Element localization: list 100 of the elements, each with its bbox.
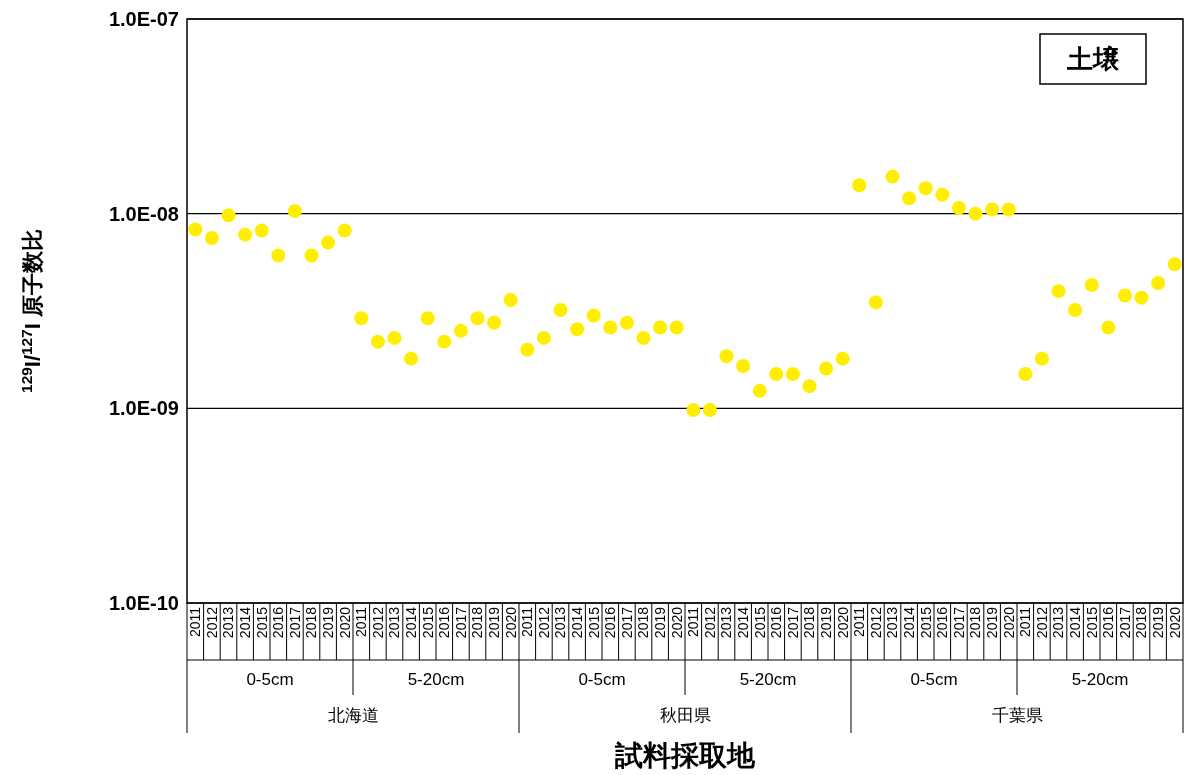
x-tick-label: 2017: [1116, 606, 1133, 639]
point: [719, 349, 734, 364]
point: [885, 169, 900, 184]
point: [1018, 367, 1033, 382]
point: [702, 403, 717, 418]
point: [404, 351, 419, 366]
point: [819, 361, 834, 376]
text: 0-5cm: [246, 669, 294, 689]
x-tick-label: 2019: [818, 606, 834, 639]
point: [536, 330, 551, 345]
x-tick-label: 2011: [519, 606, 536, 638]
text: 秋田県: [659, 706, 711, 725]
text: 0-5cm: [578, 669, 626, 689]
point: [968, 206, 983, 221]
x-tick-label: 2018: [303, 606, 320, 639]
x-tick-label: 2013: [386, 606, 403, 639]
point: [1084, 278, 1099, 293]
point: [852, 178, 867, 193]
point: [835, 351, 850, 366]
x-tick-label: 2018: [635, 606, 652, 639]
x-tick-label: 2020: [1000, 606, 1017, 639]
x-tick-label: 2018: [469, 606, 486, 639]
point: [868, 295, 883, 310]
point: [238, 227, 253, 242]
x-tick-label: 2019: [1150, 606, 1166, 639]
point: [1034, 351, 1049, 366]
point: [254, 223, 269, 238]
x-tick-label: 2015: [1083, 606, 1100, 639]
point: [453, 323, 468, 338]
x-tick-label: 2013: [1050, 606, 1067, 639]
point: [619, 315, 634, 330]
x-tick-label: 2015: [917, 606, 934, 639]
text: 5-20cm: [1071, 669, 1129, 689]
point: [437, 334, 452, 349]
x-tick-label: 2013: [884, 606, 901, 639]
x-tick-label: 2012: [203, 606, 220, 639]
x-tick-label: 2017: [286, 606, 303, 639]
point: [570, 322, 585, 337]
point: [188, 222, 203, 237]
text: 5-20cm: [739, 669, 797, 689]
x-tick-label: 2013: [718, 606, 735, 639]
point: [337, 223, 352, 238]
point: [420, 311, 435, 326]
text: 北海道: [327, 706, 379, 725]
x-tick-label: 2020: [668, 606, 685, 639]
x-tick-label: 2012: [1033, 606, 1050, 639]
x-axis-title: 試料採取地: [614, 740, 756, 771]
point: [603, 320, 618, 335]
x-tick-label: 2015: [751, 606, 768, 639]
y-tick-label: 1.0E-07: [108, 8, 179, 30]
x-tick-label: 2012: [701, 606, 718, 639]
x-tick-label: 2015: [419, 606, 436, 639]
x-tick-label: 2017: [784, 606, 801, 639]
point: [387, 330, 402, 345]
y-tick-label: 1.0E-08: [108, 202, 179, 225]
point: [686, 403, 701, 418]
x-tick-label: 2011: [353, 606, 370, 638]
point: [1151, 276, 1166, 291]
point: [653, 320, 668, 335]
text: 0-5cm: [910, 669, 958, 689]
x-tick-label: 2014: [735, 606, 751, 639]
x-tick-label: 2017: [452, 606, 469, 639]
point: [1117, 288, 1132, 303]
x-tick-label: 2011: [187, 606, 204, 638]
point: [1051, 284, 1066, 299]
point: [503, 293, 518, 308]
point: [1167, 257, 1182, 272]
x-tick-label: 2014: [1067, 606, 1083, 639]
x-tick-label: 2012: [867, 606, 884, 639]
point: [802, 379, 817, 394]
point: [354, 311, 369, 326]
x-tick-label: 2015: [585, 606, 602, 639]
x-tick-label: 2015: [253, 606, 270, 639]
point: [221, 208, 236, 223]
x-tick-label: 2019: [486, 606, 502, 639]
point: [370, 334, 385, 349]
point: [520, 342, 535, 357]
point: [287, 204, 302, 219]
point: [951, 200, 966, 215]
x-tick-label: 2014: [901, 606, 917, 639]
point: [636, 330, 651, 345]
point: [1068, 303, 1083, 317]
x-tick-label: 2017: [618, 606, 635, 639]
point: [204, 230, 219, 245]
y-tick-label: 1.0E-09: [108, 397, 179, 420]
text: 千葉県: [991, 706, 1043, 725]
x-tick-label: 2012: [369, 606, 386, 639]
x-tick-label: 2014: [403, 606, 419, 639]
point: [669, 320, 684, 335]
x-tick-label: 2013: [552, 606, 569, 639]
x-tick-label: 2011: [685, 606, 702, 638]
x-tick-label: 2018: [1133, 606, 1150, 639]
x-tick-label: 2018: [801, 606, 818, 639]
x-tick-label: 2019: [320, 606, 336, 639]
point: [1134, 290, 1149, 305]
point: [271, 248, 286, 263]
x-tick-label: 2017: [950, 606, 967, 639]
point: [918, 181, 933, 196]
x-tick-label: 2014: [237, 606, 253, 639]
x-tick-label: 2020: [336, 606, 353, 639]
